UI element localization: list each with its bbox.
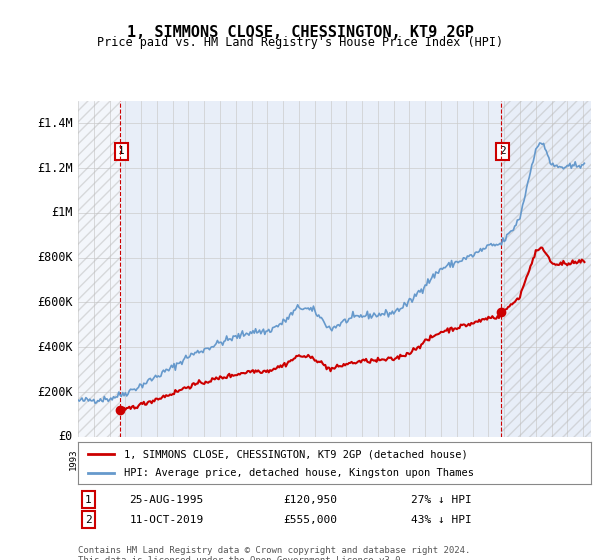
Text: 43% ↓ HPI: 43% ↓ HPI	[412, 515, 472, 525]
Text: 2012: 2012	[369, 449, 378, 470]
Text: 1999: 1999	[164, 449, 173, 470]
Text: 1994: 1994	[85, 449, 94, 470]
Text: 1997: 1997	[132, 449, 141, 470]
Text: 2: 2	[499, 146, 506, 156]
Text: Price paid vs. HM Land Registry's House Price Index (HPI): Price paid vs. HM Land Registry's House …	[97, 36, 503, 49]
Text: Contains HM Land Registry data © Crown copyright and database right 2024.
This d: Contains HM Land Registry data © Crown c…	[78, 546, 470, 560]
Text: 2013: 2013	[385, 449, 394, 470]
Text: 2006: 2006	[274, 449, 283, 470]
Bar	[500, 101, 591, 437]
Text: £200K: £200K	[37, 385, 73, 399]
Text: 2017: 2017	[448, 449, 457, 470]
Text: 2001: 2001	[195, 449, 204, 470]
Text: 2014: 2014	[400, 449, 409, 470]
Text: 1995: 1995	[101, 449, 110, 470]
Text: 2009: 2009	[322, 449, 331, 470]
Text: 1: 1	[118, 146, 125, 156]
Text: 25-AUG-1995: 25-AUG-1995	[130, 494, 203, 505]
Text: 2016: 2016	[432, 449, 441, 470]
Text: 2011: 2011	[353, 449, 362, 470]
Text: 2000: 2000	[179, 449, 188, 470]
Text: 2022: 2022	[527, 449, 536, 470]
Bar	[78, 101, 120, 437]
Text: 2003: 2003	[227, 449, 236, 470]
Text: 1: 1	[85, 494, 92, 505]
Text: 2020: 2020	[495, 449, 504, 470]
Text: 1998: 1998	[148, 449, 157, 470]
Text: £600K: £600K	[37, 296, 73, 309]
Text: £1.4M: £1.4M	[37, 116, 73, 130]
Text: £555,000: £555,000	[283, 515, 337, 525]
Text: 2019: 2019	[479, 449, 488, 470]
Text: £800K: £800K	[37, 251, 73, 264]
Text: 2004: 2004	[242, 449, 251, 470]
Text: 27% ↓ HPI: 27% ↓ HPI	[412, 494, 472, 505]
Text: £1.2M: £1.2M	[37, 161, 73, 175]
Text: 2024: 2024	[559, 449, 568, 470]
Text: £1M: £1M	[52, 206, 73, 220]
Text: 2: 2	[85, 515, 92, 525]
Text: 2010: 2010	[337, 449, 346, 470]
Text: 2021: 2021	[511, 449, 520, 470]
Text: 2008: 2008	[306, 449, 315, 470]
Text: 2005: 2005	[259, 449, 268, 470]
Text: 2023: 2023	[542, 449, 551, 470]
Text: 2025: 2025	[574, 449, 583, 470]
Text: HPI: Average price, detached house, Kingston upon Thames: HPI: Average price, detached house, King…	[124, 468, 474, 478]
Text: £120,950: £120,950	[283, 494, 337, 505]
Text: 1993: 1993	[69, 449, 78, 470]
Text: 2002: 2002	[211, 449, 220, 470]
Text: £400K: £400K	[37, 340, 73, 354]
Text: 1, SIMMONS CLOSE, CHESSINGTON, KT9 2GP (detached house): 1, SIMMONS CLOSE, CHESSINGTON, KT9 2GP (…	[124, 449, 468, 459]
Text: 2015: 2015	[416, 449, 425, 470]
Text: £0: £0	[59, 430, 73, 444]
Text: 1996: 1996	[116, 449, 125, 470]
Text: 2018: 2018	[464, 449, 473, 470]
Text: 2007: 2007	[290, 449, 299, 470]
Text: 11-OCT-2019: 11-OCT-2019	[130, 515, 203, 525]
Text: 1, SIMMONS CLOSE, CHESSINGTON, KT9 2GP: 1, SIMMONS CLOSE, CHESSINGTON, KT9 2GP	[127, 25, 473, 40]
